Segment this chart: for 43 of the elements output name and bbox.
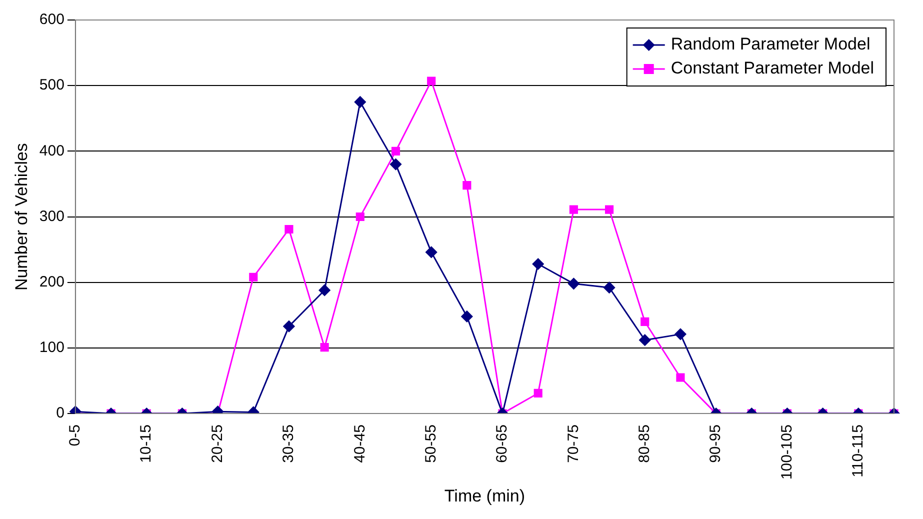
- y-tick-label: 100: [39, 339, 64, 356]
- x-tick-label: 100-105: [778, 424, 796, 480]
- point: [318, 284, 330, 296]
- point: [427, 76, 436, 86]
- legend-label: Random Parameter Model: [670, 34, 870, 54]
- legend-label: Constant Parameter Model: [670, 58, 874, 78]
- x-tick-label: 30-35: [280, 424, 298, 463]
- y-tick-label: 600: [39, 11, 64, 28]
- point: [674, 328, 686, 340]
- point: [604, 282, 616, 294]
- x-tick-label: 0-5: [66, 424, 84, 446]
- y-tick-label: 400: [39, 142, 64, 160]
- x-axis-title: Time (min): [444, 486, 526, 506]
- point: [604, 205, 614, 214]
- x-tick-label: 90-95: [707, 424, 724, 463]
- x-tick-label: 10-15: [138, 424, 155, 463]
- point: [532, 258, 544, 270]
- x-tick-label: 40-45: [351, 424, 368, 463]
- point: [283, 320, 295, 332]
- point: [390, 158, 402, 170]
- point: [640, 317, 650, 326]
- x-tick-label: 20-25: [208, 424, 226, 463]
- point: [569, 205, 578, 214]
- y-axis-title: Number of Vehicles: [12, 143, 31, 290]
- x-tick-label: 70-75: [564, 424, 582, 463]
- point: [568, 278, 580, 290]
- point: [462, 181, 472, 190]
- point: [426, 246, 438, 258]
- point: [639, 334, 651, 346]
- point: [391, 146, 400, 156]
- y-tick-label: 300: [39, 208, 64, 225]
- y-tick-label: 0: [56, 404, 64, 422]
- x-tick-label: 110-115: [850, 424, 867, 478]
- point: [284, 224, 294, 234]
- y-tick-label: 200: [39, 274, 64, 291]
- y-tick-label: 500: [39, 76, 64, 94]
- point: [249, 272, 258, 282]
- x-tick-label: 80-85: [636, 424, 654, 463]
- point: [461, 310, 473, 322]
- point: [354, 96, 366, 108]
- x-tick-label: 50-55: [422, 424, 440, 463]
- x-tick-label: 60-65: [494, 424, 511, 463]
- point: [356, 212, 364, 222]
